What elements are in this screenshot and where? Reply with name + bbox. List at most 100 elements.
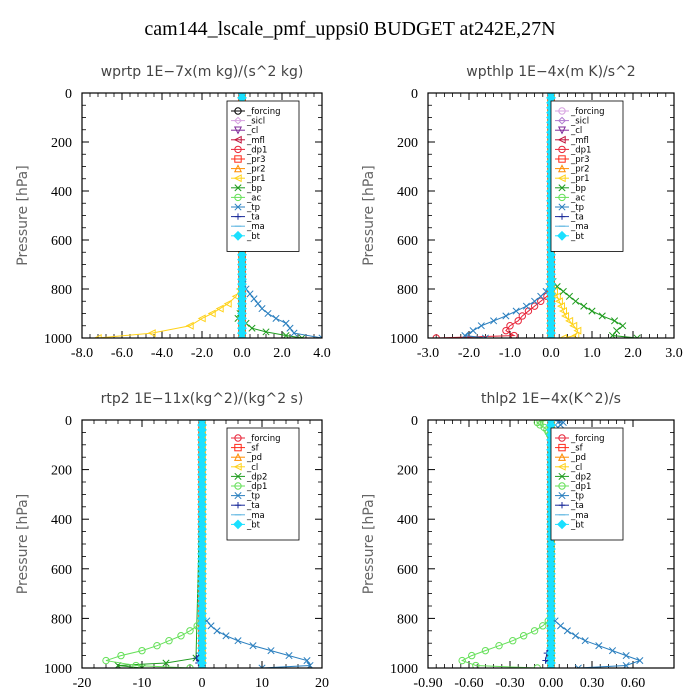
series-point xyxy=(93,333,102,338)
series-point xyxy=(102,656,110,665)
series-point xyxy=(573,326,582,335)
x-tick-label: 2.0 xyxy=(624,346,642,361)
legend-marker xyxy=(233,164,243,173)
x-tick-label: 20 xyxy=(315,676,329,691)
legend-marker xyxy=(558,145,566,154)
legend-marker xyxy=(234,184,242,192)
legend-marker xyxy=(557,230,567,241)
y-axis-label: Pressure [hPa] xyxy=(15,165,31,265)
series-point xyxy=(581,637,589,645)
legend-label: _pd xyxy=(246,453,262,463)
legend-label: _pd xyxy=(570,453,586,463)
x-tick-label: 0 xyxy=(199,676,206,691)
legend-marker xyxy=(234,443,242,452)
legend-marker xyxy=(234,472,242,480)
series-point xyxy=(536,421,544,429)
legend-label: _ta xyxy=(570,213,584,223)
series-point xyxy=(286,324,294,332)
series-point xyxy=(234,637,242,645)
chart-panel-2: wpthlp 1E−4x(m K)/s^2 Pressure [hPa] -3.0 -… xyxy=(361,64,683,361)
x-tick-label: -4.0 xyxy=(151,346,173,361)
x-tick-label: -0.90 xyxy=(413,676,442,691)
series-line xyxy=(463,93,552,338)
legend-label: _bt xyxy=(246,232,261,242)
legend-label: _pr2 xyxy=(570,165,590,175)
legend: _forcing_sf_pd_cl_dp2_dp1_tp_ta_ma_bt xyxy=(226,427,300,541)
series-point xyxy=(132,661,140,668)
x-tick-label: -2.0 xyxy=(191,346,213,361)
series-point xyxy=(298,334,306,338)
x-tick-label: 4.0 xyxy=(313,346,331,361)
series-point xyxy=(477,322,485,330)
legend-marker xyxy=(558,472,566,480)
legend-marker xyxy=(557,164,567,173)
series-point xyxy=(572,632,580,640)
series-line xyxy=(105,420,203,668)
y-tick-label: 1000 xyxy=(390,662,418,677)
y-tick-label: 400 xyxy=(397,185,418,200)
chart-panel-1: wprtp 1E−7x(m kg)/(s^2 kg) Pressure [hPa]… xyxy=(15,64,331,361)
legend-marker xyxy=(234,434,242,442)
series-point xyxy=(138,646,146,655)
legend-marker xyxy=(233,519,243,530)
x-tick-label: -1.0 xyxy=(499,346,521,361)
series-point xyxy=(556,302,565,311)
figure-title: cam144_lscale_pmf_uppsi0 BUDGET at242E,2… xyxy=(144,18,556,40)
series-point xyxy=(207,622,215,630)
series-point xyxy=(290,329,298,337)
legend-marker xyxy=(558,184,566,192)
x-tick-label: 1.0 xyxy=(583,346,601,361)
legend-label: _pr1 xyxy=(570,174,590,184)
x-tick-label: -0.60 xyxy=(454,676,483,691)
series-point xyxy=(512,307,520,315)
plot-area xyxy=(102,420,314,668)
series-point xyxy=(197,314,206,323)
series-point xyxy=(633,334,641,338)
y-tick-label: 1000 xyxy=(390,332,418,347)
legend-label: _bt xyxy=(246,520,261,530)
chart-panel-3: rtp2 1E−11x(kg^2)/(kg^2 s) Pressure [hPa]… xyxy=(15,391,329,691)
legend-marker xyxy=(558,193,566,202)
series-point xyxy=(608,647,617,655)
y-tick-label: 600 xyxy=(397,234,418,249)
y-tick-label: 200 xyxy=(51,136,72,151)
legend-label: _ma xyxy=(246,222,265,232)
legend-marker xyxy=(234,193,242,202)
series-point xyxy=(565,292,574,300)
legend-label: _ma xyxy=(246,511,265,521)
series-point xyxy=(595,642,603,650)
legend-label: _cl xyxy=(246,463,258,473)
series-point xyxy=(177,632,185,640)
x-tick-label: -10 xyxy=(133,676,152,691)
y-tick-label: 1000 xyxy=(44,332,72,347)
plot-frame xyxy=(427,419,675,669)
series-point xyxy=(554,297,563,306)
series-point xyxy=(506,322,514,330)
legend: _forcing_sf_pd_cl_dp2_dp1_tp_ta_ma_bt xyxy=(550,427,624,541)
series-point xyxy=(495,641,503,650)
legend: _forcing_sicl_cl_mfl_dp1_pr3_pr2_pr1_bp_… xyxy=(550,100,624,252)
series-point xyxy=(246,290,254,298)
series-point xyxy=(559,287,567,296)
series-point xyxy=(207,309,216,318)
x-tick-label: 10 xyxy=(255,676,269,691)
legend-marker xyxy=(558,213,566,220)
y-tick-label: 200 xyxy=(397,136,418,151)
series-point xyxy=(117,651,125,660)
legend-label: _sf xyxy=(570,444,584,454)
legend-label: _forcing xyxy=(246,107,281,117)
legend-marker xyxy=(233,462,242,471)
legend-label: _sicl xyxy=(570,117,589,127)
series-point xyxy=(574,664,582,668)
series-point xyxy=(563,627,571,635)
legend-marker xyxy=(234,107,242,115)
y-tick-label: 600 xyxy=(51,234,72,249)
legend-marker xyxy=(557,462,566,471)
series-point xyxy=(571,331,580,338)
legend-marker xyxy=(234,482,242,490)
series-point xyxy=(254,300,262,308)
y-tick-label: 800 xyxy=(397,283,418,298)
series-point xyxy=(530,627,539,635)
legend-marker xyxy=(234,203,242,211)
series-point xyxy=(580,302,588,310)
